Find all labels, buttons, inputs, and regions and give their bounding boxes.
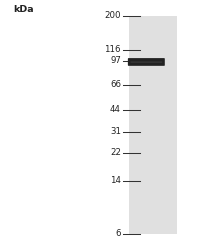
Text: 6: 6 [116, 229, 121, 238]
Text: 31: 31 [110, 127, 121, 136]
Text: 44: 44 [110, 105, 121, 114]
Text: 97: 97 [110, 56, 121, 65]
Text: kDa: kDa [13, 5, 33, 14]
Text: 14: 14 [110, 176, 121, 185]
Text: 66: 66 [110, 80, 121, 89]
Text: 200: 200 [105, 11, 121, 20]
Text: 22: 22 [110, 148, 121, 157]
Text: 116: 116 [105, 45, 121, 54]
